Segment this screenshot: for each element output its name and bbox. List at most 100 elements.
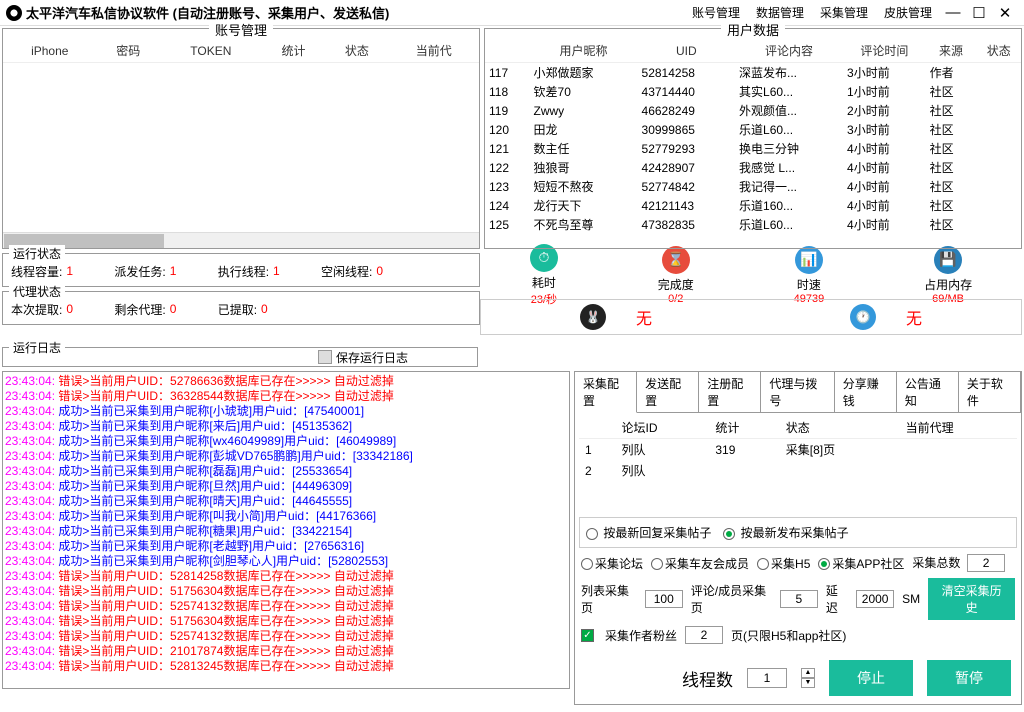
list-pages-input[interactable] bbox=[645, 590, 683, 608]
close-button[interactable]: ✕ bbox=[996, 4, 1014, 22]
stat-label: 完成度 bbox=[658, 276, 694, 293]
stat-item: 💾占用内存69/MB bbox=[924, 246, 972, 305]
account-col[interactable]: iPhone bbox=[3, 39, 97, 63]
radio-option[interactable]: 按最新回复采集帖子 bbox=[586, 524, 711, 541]
log-line: 23:43:04: 错误>当前用户UID：52786636数据库已存在>>>>>… bbox=[5, 374, 567, 389]
status-label: 派发任务: bbox=[114, 263, 165, 280]
delay-input[interactable] bbox=[856, 590, 894, 608]
lbl: 延迟 bbox=[826, 582, 848, 616]
log-line: 23:43:04: 错误>当前用户UID：52574132数据库已存在>>>>>… bbox=[5, 629, 567, 644]
tab-关于软件[interactable]: 关于软件 bbox=[959, 372, 1021, 412]
userdata-col[interactable]: 用户昵称 bbox=[530, 39, 638, 63]
comment-pages-input[interactable] bbox=[780, 590, 818, 608]
table-row[interactable]: 125不死鸟至尊47382835乐道L60...4小时前社区 bbox=[485, 215, 1021, 234]
log-line: 23:43:04: 成功>当前已采集到用户昵称[来后]用户uid：[451353… bbox=[5, 419, 567, 434]
account-col[interactable]: 当前代 bbox=[389, 39, 479, 63]
radio-option[interactable]: 采集论坛 bbox=[581, 555, 643, 572]
forum-table[interactable]: 论坛ID统计状态当前代理1列队319采集[8]页2列队 bbox=[579, 417, 1017, 481]
log-line: 23:43:04: 错误>当前用户UID：52814258数据库已存在>>>>>… bbox=[5, 569, 567, 584]
table-row[interactable]: 122独狼哥42428907我感觉 L...4小时前社区 bbox=[485, 158, 1021, 177]
userdata-col[interactable]: 评论内容 bbox=[735, 39, 843, 63]
account-col[interactable]: 统计 bbox=[262, 39, 325, 63]
maximize-button[interactable]: ☐ bbox=[970, 4, 988, 22]
proxy-status-title: 代理状态 bbox=[9, 283, 65, 300]
spin-up[interactable]: ▲ bbox=[801, 668, 815, 678]
log-line: 23:43:04: 错误>当前用户UID：51756304数据库已存在>>>>>… bbox=[5, 584, 567, 599]
table-row[interactable]: 121数主任52779293换电三分钟4小时前社区 bbox=[485, 139, 1021, 158]
forum-col[interactable]: 论坛ID bbox=[616, 417, 710, 439]
radio-icon[interactable] bbox=[651, 558, 663, 570]
account-col[interactable]: 状态 bbox=[325, 39, 388, 63]
account-col[interactable]: TOKEN bbox=[160, 39, 262, 63]
minimize-button[interactable]: — bbox=[944, 4, 962, 21]
menu-皮肤管理[interactable]: 皮肤管理 bbox=[884, 6, 932, 20]
menu-采集管理[interactable]: 采集管理 bbox=[820, 6, 868, 20]
log-line: 23:43:04: 成功>当前已采集到用户昵称[wx46049989]用户uid… bbox=[5, 434, 567, 449]
tab-发送配置[interactable]: 发送配置 bbox=[637, 372, 699, 412]
radio-option[interactable]: 按最新发布采集帖子 bbox=[723, 524, 848, 541]
radio-option[interactable]: 采集APP社区 bbox=[818, 555, 904, 572]
spin-down[interactable]: ▼ bbox=[801, 678, 815, 688]
status-value: 1 bbox=[273, 264, 293, 278]
status-value: 0 bbox=[261, 302, 281, 316]
table-row[interactable]: 118钦差7043714440其实L60...1小时前社区 bbox=[485, 82, 1021, 101]
forum-col[interactable]: 状态 bbox=[780, 417, 900, 439]
table-row[interactable]: 117小郑做题家52814258深蓝发布...3小时前作者 bbox=[485, 63, 1021, 83]
tab-采集配置[interactable]: 采集配置 bbox=[575, 372, 637, 413]
save-log-checkbox[interactable] bbox=[318, 350, 332, 364]
log-line: 23:43:04: 成功>当前已采集到用户昵称[糖果]用户uid：[334221… bbox=[5, 524, 567, 539]
userdata-col[interactable]: UID bbox=[638, 39, 735, 63]
horizontal-scrollbar[interactable] bbox=[3, 232, 479, 248]
radio-icon[interactable] bbox=[818, 558, 830, 570]
account-panel-title: 账号管理 bbox=[209, 20, 273, 39]
menu-账号管理[interactable]: 账号管理 bbox=[692, 6, 740, 20]
collect-total-input[interactable] bbox=[967, 554, 1005, 572]
menu-数据管理[interactable]: 数据管理 bbox=[756, 6, 804, 20]
stat-label: 时速 bbox=[794, 276, 825, 293]
forum-col[interactable]: 当前代理 bbox=[900, 417, 1017, 439]
radio-option[interactable]: 采集H5 bbox=[757, 555, 810, 572]
radio-icon[interactable] bbox=[581, 558, 593, 570]
stat-icon: 💾 bbox=[934, 246, 962, 274]
userdata-col[interactable] bbox=[485, 39, 530, 63]
table-row[interactable]: 124龙行天下42121143乐道160...4小时前社区 bbox=[485, 196, 1021, 215]
table-row[interactable]: 120田龙30999865乐道L60...3小时前社区 bbox=[485, 120, 1021, 139]
tab-分享赚钱[interactable]: 分享赚钱 bbox=[835, 372, 897, 412]
tab-注册配置[interactable]: 注册配置 bbox=[699, 372, 761, 412]
status-value: 1 bbox=[170, 264, 190, 278]
fans-checkbox[interactable]: ✓ bbox=[581, 629, 594, 642]
userdata-table[interactable]: 用户昵称UID评论内容评论时间来源状态117小郑做题家52814258深蓝发布.… bbox=[485, 39, 1021, 234]
log-output[interactable]: 23:43:04: 错误>当前用户UID：52786636数据库已存在>>>>>… bbox=[2, 371, 570, 689]
stat-item: 📊时速49739 bbox=[794, 246, 825, 305]
forum-col[interactable] bbox=[579, 417, 616, 439]
userdata-col[interactable]: 状态 bbox=[976, 39, 1021, 63]
userdata-col[interactable]: 来源 bbox=[926, 39, 977, 63]
userdata-col[interactable]: 评论时间 bbox=[843, 39, 926, 63]
account-table[interactable]: iPhone密码TOKEN统计状态当前代 bbox=[3, 39, 479, 63]
log-line: 23:43:04: 错误>当前用户UID：21017874数据库已存在>>>>>… bbox=[5, 644, 567, 659]
thread-count-input[interactable]: 1 bbox=[747, 668, 787, 688]
table-row[interactable]: 2列队 bbox=[579, 460, 1017, 481]
pause-button[interactable]: 暂停 bbox=[927, 660, 1011, 696]
stop-button[interactable]: 停止 bbox=[829, 660, 913, 696]
fans-pages-input[interactable] bbox=[685, 626, 723, 644]
tab-content: 论坛ID统计状态当前代理1列队319采集[8]页2列队 按最新回复采集帖子 按最… bbox=[574, 413, 1022, 705]
page-settings-row: 列表采集页评论/成员采集页延迟SM清空采集历史 bbox=[579, 578, 1017, 620]
clear-history-button[interactable]: 清空采集历史 bbox=[928, 578, 1015, 620]
table-row[interactable]: 119Zwwy46628249外观颜值...2小时前社区 bbox=[485, 101, 1021, 120]
window-title: 太平洋汽车私信协议软件 (自动注册账号、采集用户、发送私信) bbox=[26, 3, 389, 22]
forum-col[interactable]: 统计 bbox=[709, 417, 779, 439]
tab-公告通知[interactable]: 公告通知 bbox=[897, 372, 959, 412]
radio-icon[interactable] bbox=[723, 528, 735, 540]
tab-代理与拨号[interactable]: 代理与拨号 bbox=[761, 372, 834, 412]
radio-icon[interactable] bbox=[757, 558, 769, 570]
log-line: 23:43:04: 成功>当前已采集到用户昵称[旦然]用户uid：[444963… bbox=[5, 479, 567, 494]
stat-icon: 📊 bbox=[795, 246, 823, 274]
stat-item: ⏱耗时23/秒 bbox=[530, 244, 558, 307]
table-row[interactable]: 1列队319采集[8]页 bbox=[579, 439, 1017, 461]
stat-item: ⌛完成度0/2 bbox=[658, 246, 694, 305]
account-col[interactable]: 密码 bbox=[97, 39, 160, 63]
table-row[interactable]: 123短短不熬夜52774842我记得一...4小时前社区 bbox=[485, 177, 1021, 196]
radio-option[interactable]: 采集车友会成员 bbox=[651, 555, 749, 572]
radio-icon[interactable] bbox=[586, 528, 598, 540]
